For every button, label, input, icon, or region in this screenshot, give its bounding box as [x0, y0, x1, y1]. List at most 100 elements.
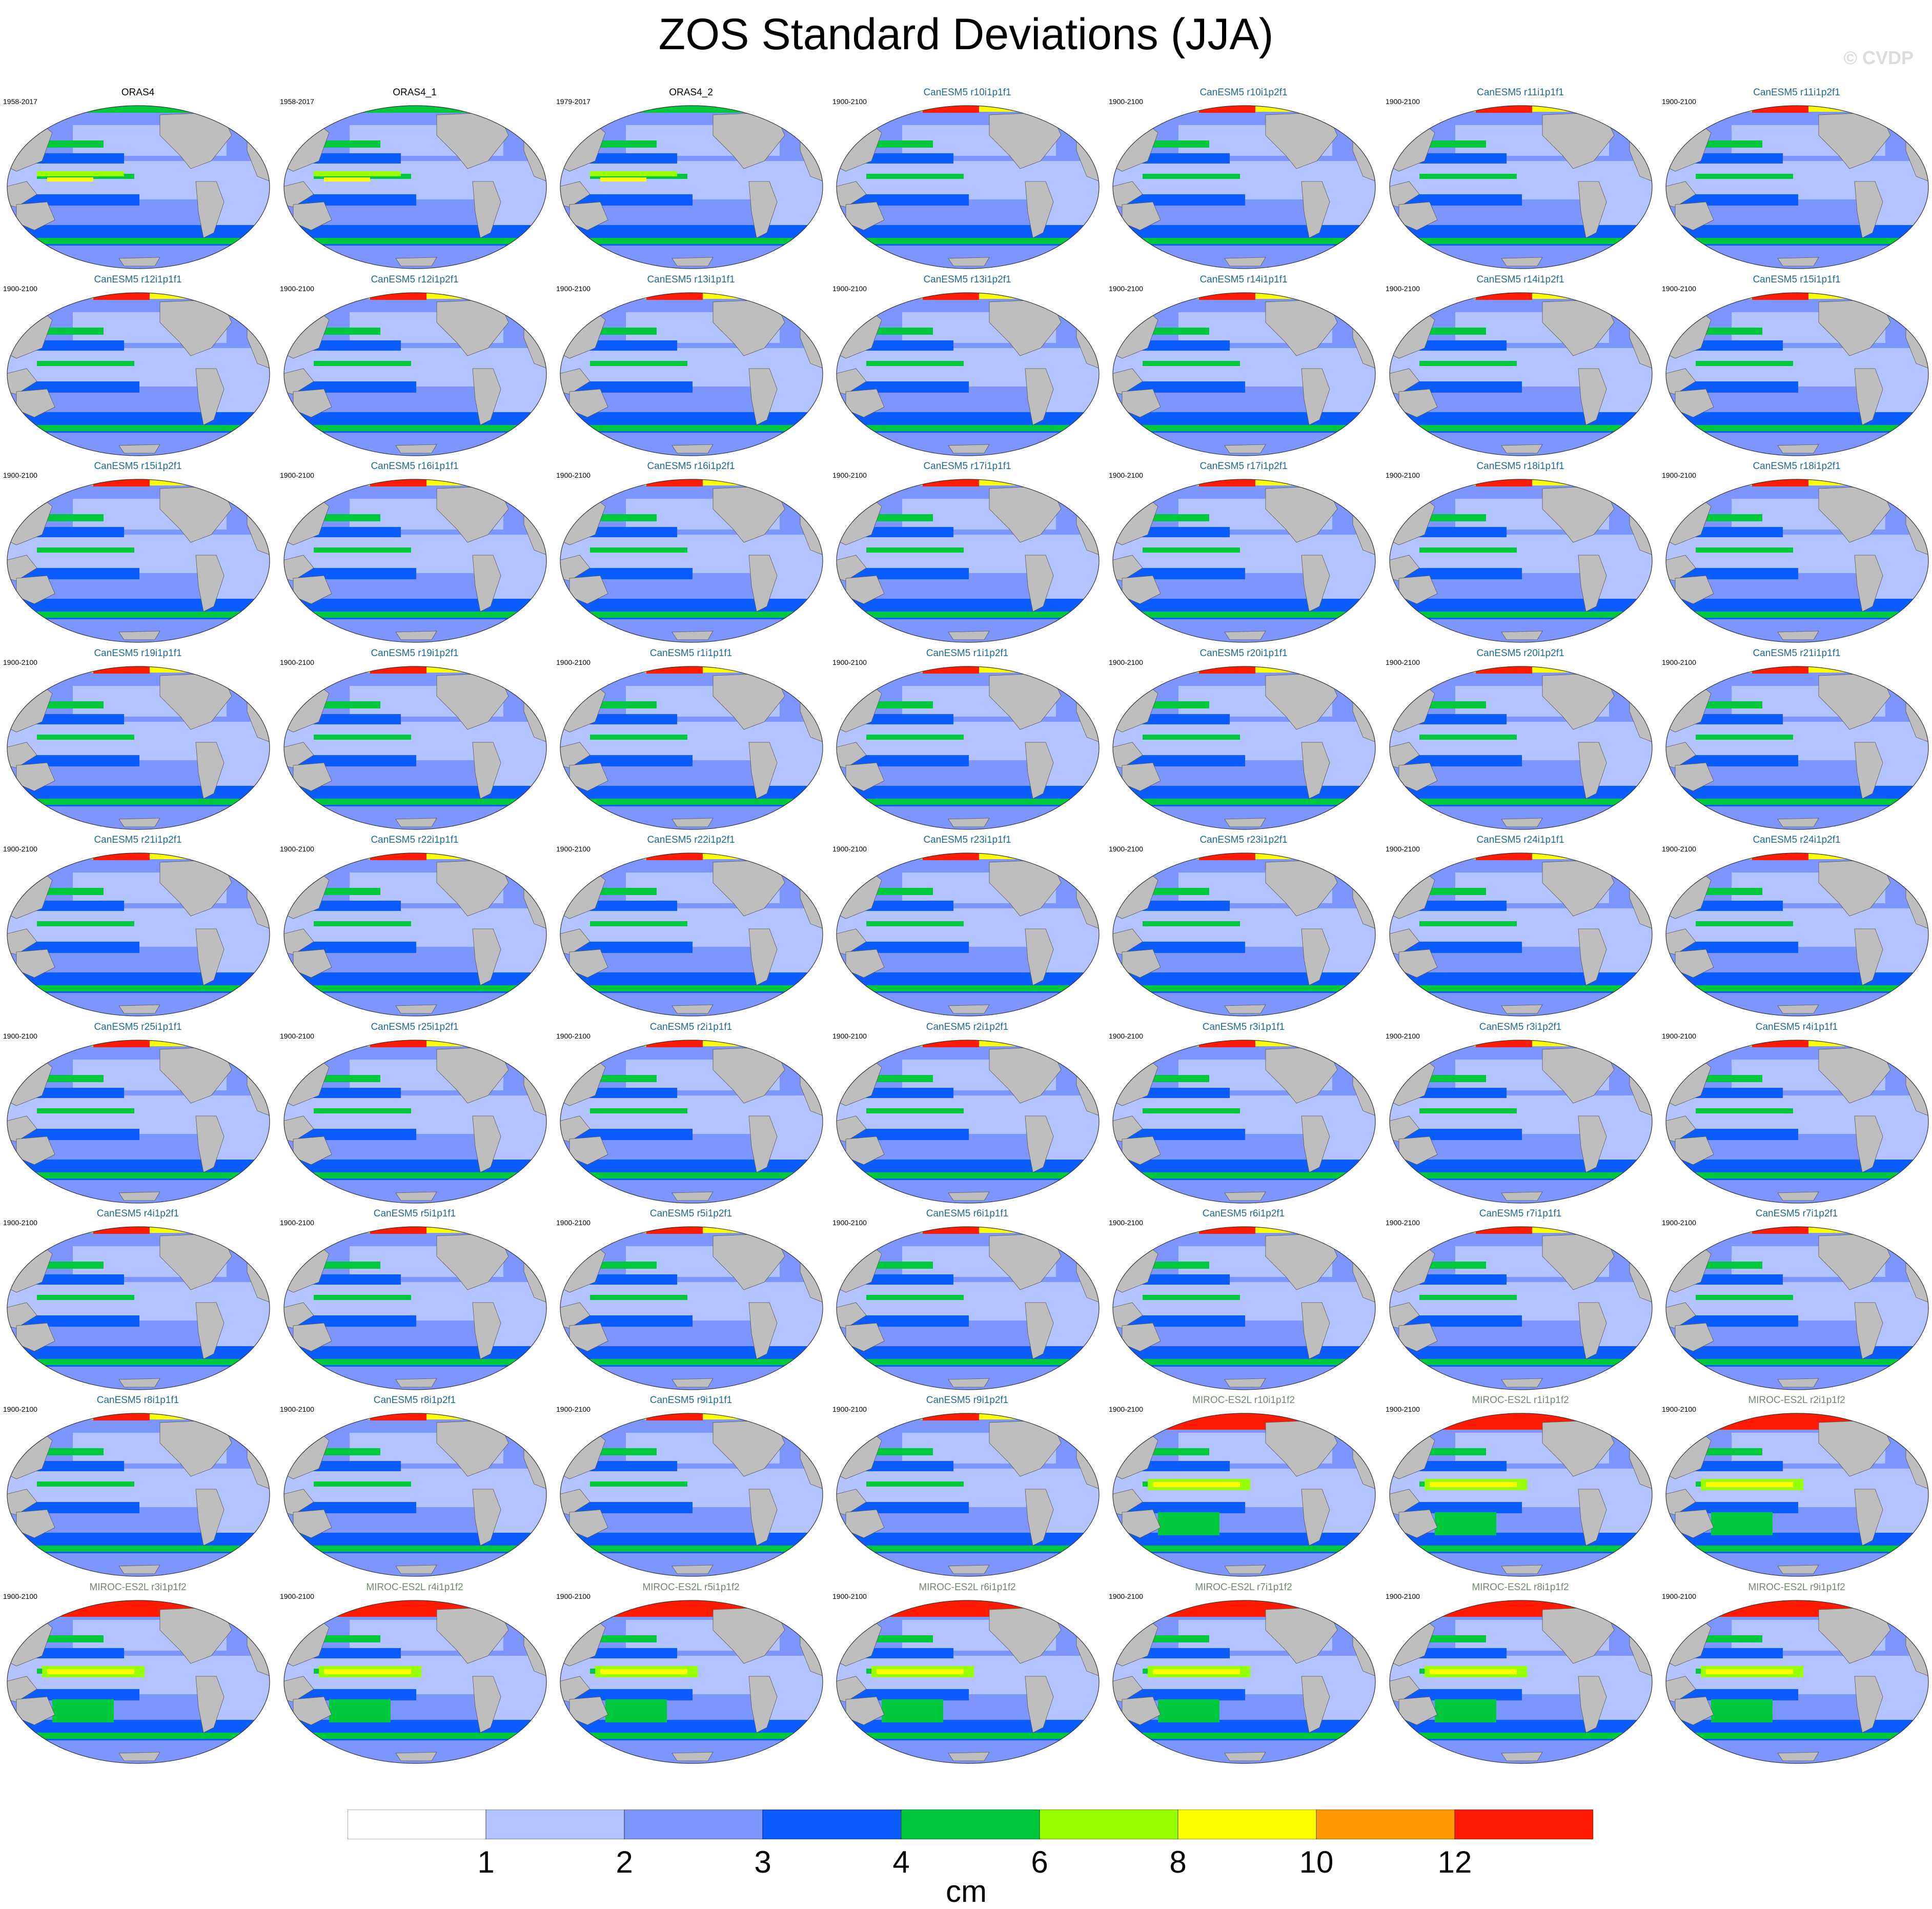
map-border	[7, 479, 270, 643]
map-panel: MIROC-ES2L r8i1p1f2 1900-2100	[1382, 1582, 1658, 1768]
land-antarctica	[1501, 1565, 1543, 1574]
kuroshio-band	[319, 1635, 380, 1642]
land-maritime	[837, 1676, 867, 1702]
panel-title: CanESM5 r25i1p2f1	[371, 1022, 459, 1032]
tropical-band	[851, 1461, 953, 1471]
map-border	[283, 1040, 547, 1204]
panel-title: CanESM5 r12i1p2f1	[371, 274, 459, 285]
land-antarctica	[118, 1191, 160, 1201]
tropical-band	[1127, 1502, 1245, 1513]
map-panel: CanESM5 r25i1p2f1 1900-2100	[277, 1022, 553, 1207]
panel-title: CanESM5 r9i1p1f1	[649, 1395, 733, 1406]
land-antarctica	[118, 1752, 160, 1761]
land-maritime	[1666, 742, 1696, 768]
land-antarctica	[118, 1004, 160, 1014]
panel-period: 1900-2100	[556, 471, 591, 479]
map-plot	[560, 292, 823, 456]
land-maritime	[837, 742, 867, 768]
land-antarctica	[1501, 631, 1543, 640]
land-maritime	[1390, 1489, 1420, 1515]
land-maritime	[1113, 1676, 1143, 1702]
map-border	[7, 105, 270, 269]
map-border	[560, 852, 823, 1017]
southern-ocean-high	[570, 799, 816, 805]
land-south-america	[748, 1489, 778, 1546]
map-plot	[1112, 666, 1376, 830]
tropical-band	[22, 381, 139, 393]
map-border	[1665, 292, 1929, 456]
tropical-band	[1127, 1461, 1230, 1471]
map-border	[1665, 479, 1929, 643]
land-south-america	[1578, 1115, 1607, 1173]
panel-period: 1900-2100	[556, 1218, 591, 1227]
map-plot	[1389, 479, 1653, 643]
equatorial-band	[37, 1108, 134, 1113]
map-panel: CanESM5 r6i1p1f1 1900-2100	[829, 1208, 1105, 1394]
land-antarctica	[395, 818, 437, 827]
panel-title: CanESM5 r13i1p1f1	[647, 274, 735, 285]
panel-period: 1958-2017	[280, 97, 314, 106]
land-south-america	[1301, 1676, 1330, 1733]
kuroshio-band	[1701, 1262, 1762, 1269]
tropical-band	[1127, 381, 1245, 393]
southern-ocean-high	[846, 1546, 1092, 1552]
map-plot	[1112, 479, 1376, 643]
tropical-band	[1127, 340, 1230, 351]
arctic-max	[7, 1600, 270, 1617]
land-maritime	[837, 181, 867, 208]
map-plot	[7, 1040, 270, 1204]
equatorial-band	[590, 921, 687, 926]
map-panel: CanESM5 r19i1p1f1 1900-2100	[0, 648, 276, 834]
land-south-america	[195, 181, 225, 238]
map-panel: CanESM5 r17i1p2f1 1900-2100	[1106, 461, 1381, 646]
map-border	[836, 1413, 1100, 1577]
southern-ocean-high	[1399, 799, 1645, 805]
land-south-america	[1025, 181, 1054, 238]
land-antarctica	[1777, 818, 1819, 827]
panel-period: 1979-2017	[556, 97, 591, 106]
southern-ocean-high	[16, 985, 262, 991]
tropical-band	[22, 755, 139, 766]
kuroshio-band	[42, 888, 104, 895]
land-antarctica	[1501, 1752, 1543, 1761]
land-antarctica	[672, 444, 714, 454]
map-plot	[560, 1600, 823, 1764]
panel-title: CanESM5 r2i1p2f1	[926, 1022, 1009, 1032]
southern-ocean-high	[293, 1733, 539, 1739]
land-south-america	[748, 1302, 778, 1359]
map-panel: CanESM5 r9i1p2f1 1900-2100	[829, 1395, 1105, 1580]
map-panel: CanESM5 r24i1p1f1 1900-2100	[1382, 835, 1658, 1020]
tropical-band	[298, 1461, 401, 1471]
panel-period: 1900-2100	[280, 658, 314, 666]
map-plot	[836, 852, 1100, 1017]
southern-ocean-high	[16, 1172, 262, 1179]
tropical-band	[298, 714, 401, 724]
tropical-band	[575, 755, 693, 766]
tropical-band	[22, 1689, 139, 1700]
panel-title: CanESM5 r8i1p2f1	[373, 1395, 456, 1406]
tropical-band	[851, 568, 969, 579]
equatorial-band	[37, 921, 134, 926]
land-antarctica	[1777, 1752, 1819, 1761]
panel-title: MIROC-ES2L r1i1p1f2	[1472, 1395, 1569, 1406]
land-south-america	[472, 181, 501, 238]
panel-period: 1900-2100	[1662, 471, 1696, 479]
southern-ocean-high	[1675, 1172, 1921, 1179]
colorbar-bin	[1454, 1810, 1593, 1839]
map-panel: CanESM5 r22i1p2f1 1900-2100	[553, 835, 829, 1020]
equatorial-band	[1696, 1295, 1793, 1300]
land-antarctica	[1777, 1378, 1819, 1388]
tropical-band	[1404, 527, 1507, 537]
map-panel: ORAS4_1 1958-2017	[277, 87, 553, 273]
panel-title: MIROC-ES2L r7i1p1f2	[1195, 1582, 1292, 1593]
land-south-america	[748, 555, 778, 612]
land-antarctica	[118, 1565, 160, 1574]
land-south-america	[472, 368, 501, 425]
tropical-band	[1127, 153, 1230, 164]
tropical-band	[298, 1315, 416, 1327]
panel-title: CanESM5 r15i1p2f1	[94, 461, 182, 472]
land-maritime	[1390, 928, 1420, 955]
land-south-america	[748, 1676, 778, 1733]
southern-ocean-high	[1399, 1359, 1645, 1365]
panel-period: 1900-2100	[1662, 1032, 1696, 1040]
